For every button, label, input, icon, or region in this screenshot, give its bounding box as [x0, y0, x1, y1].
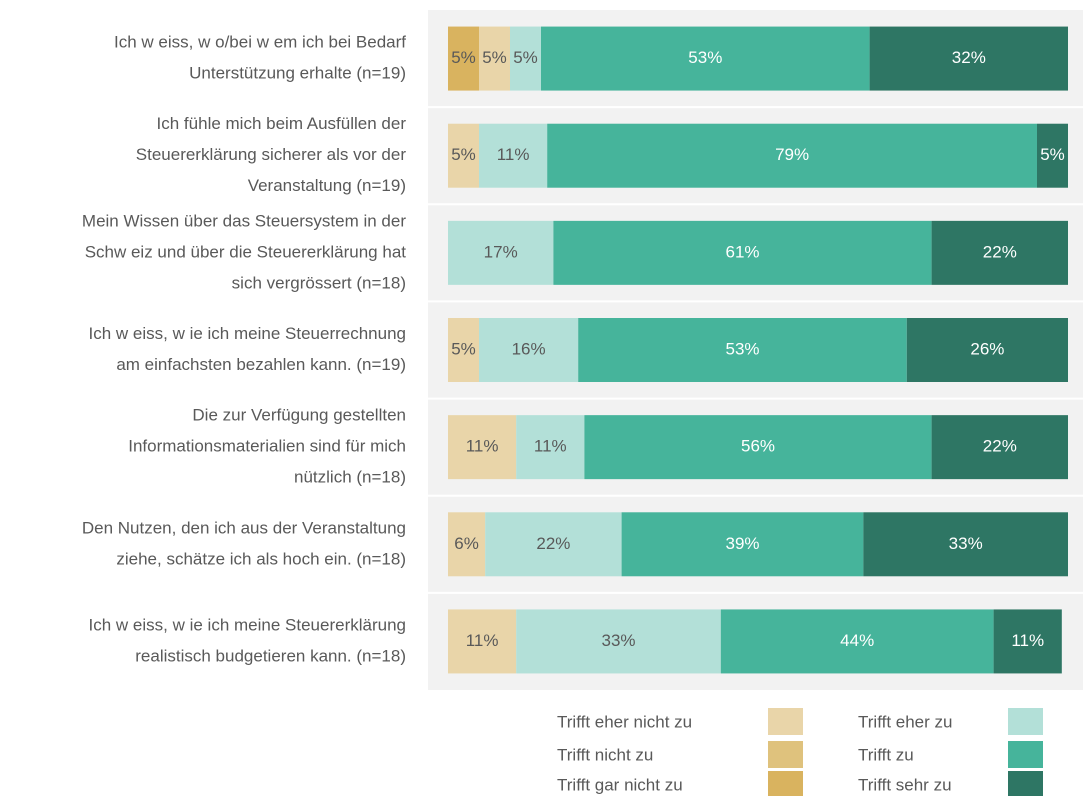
bar-segment	[584, 415, 932, 480]
value-label: 5%	[482, 48, 507, 67]
value-label: 11%	[1011, 631, 1044, 650]
category-label: ziehe, schätze ich als hoch ein. (n=18)	[116, 549, 406, 568]
category-label: nützlich (n=18)	[294, 468, 406, 487]
category-label: Ich fühle mich beim Ausfüllen der	[157, 114, 407, 133]
bar-segment	[448, 318, 479, 382]
bar-segment	[516, 609, 721, 674]
value-label: 33%	[949, 534, 983, 553]
bar-segment	[448, 26, 479, 91]
category-label: Schw eiz und über die Steuererklärung ha…	[85, 242, 407, 261]
category-label: realistisch budgetieren kann. (n=18)	[135, 646, 406, 665]
value-label: 16%	[512, 339, 546, 358]
value-label: 5%	[513, 48, 538, 67]
bar-segment	[448, 512, 486, 577]
category-label: Veranstaltung (n=19)	[248, 176, 406, 195]
bar-segment	[479, 123, 548, 188]
bar-segment	[931, 220, 1068, 285]
category-label: Ich w eiss, w o/bei w em ich bei Bedarf	[114, 33, 406, 52]
bar-segment	[869, 26, 1068, 91]
value-label: 53%	[688, 48, 722, 67]
legend-swatch	[1008, 771, 1043, 796]
category-label: am einfachsten bezahlen kann. (n=19)	[116, 355, 406, 374]
legend-label: Trifft sehr zu	[858, 775, 952, 794]
legend-swatch	[1008, 741, 1043, 768]
value-label: 39%	[725, 534, 759, 553]
bar-segment	[906, 318, 1068, 382]
bar-segment	[931, 415, 1068, 480]
bar-segment	[1037, 123, 1068, 188]
bar-segment	[448, 123, 479, 188]
value-label: 5%	[1040, 145, 1065, 164]
bar-segment	[479, 318, 579, 382]
bar-segment	[485, 512, 622, 577]
category-label: Den Nutzen, den ich aus der Veranstaltun…	[82, 518, 406, 537]
legend-swatch	[768, 708, 803, 735]
bar-segment	[448, 415, 517, 480]
bar-segment	[720, 609, 994, 674]
legend-label: Trifft gar nicht zu	[557, 775, 683, 794]
value-label: 5%	[451, 145, 476, 164]
category-label: Steuererklärung sicherer als vor der	[136, 145, 407, 164]
legend-swatch	[1008, 708, 1043, 735]
category-label: Informationsmaterialien sind für mich	[128, 437, 406, 456]
bar-segment	[510, 26, 541, 91]
category-label: sich vergrössert (n=18)	[232, 273, 406, 292]
legend-swatch	[768, 771, 803, 796]
bar-segment	[553, 220, 932, 285]
value-label: 79%	[775, 145, 809, 164]
legend-label: Trifft nicht zu	[557, 745, 653, 764]
value-label: 5%	[451, 48, 476, 67]
category-label: Ich w eiss, w ie ich meine Steuerrechnun…	[89, 324, 407, 343]
bar-segment	[516, 415, 585, 480]
value-label: 44%	[840, 631, 874, 650]
legend-label: Trifft zu	[858, 745, 914, 764]
value-label: 11%	[534, 437, 567, 456]
bar-segment	[479, 26, 510, 91]
value-label: 53%	[725, 339, 759, 358]
value-label: 5%	[451, 339, 476, 358]
category-label: Unterstützung erhalte (n=19)	[189, 64, 406, 83]
category-label: Ich w eiss, w ie ich meine Steuererkläru…	[89, 615, 406, 634]
bar-segment	[448, 220, 554, 285]
legend-swatch	[768, 741, 803, 768]
legend-label: Trifft eher zu	[858, 712, 952, 731]
bar-segment	[547, 123, 1037, 188]
legend-label: Trifft eher nicht zu	[557, 712, 692, 731]
value-label: 11%	[497, 145, 530, 164]
value-label: 22%	[536, 534, 570, 553]
value-label: 33%	[601, 631, 635, 650]
bar-segment	[448, 609, 517, 674]
value-label: 32%	[952, 48, 986, 67]
value-label: 11%	[466, 437, 499, 456]
value-label: 56%	[741, 437, 775, 456]
value-label: 22%	[983, 242, 1017, 261]
value-label: 11%	[466, 631, 499, 650]
bar-segment	[578, 318, 907, 382]
value-label: 17%	[484, 242, 518, 261]
category-label: Die zur Verfügung gestellten	[192, 406, 406, 425]
value-label: 26%	[970, 339, 1004, 358]
bar-segment	[541, 26, 870, 91]
value-label: 61%	[725, 242, 759, 261]
bar-segment	[621, 512, 864, 577]
value-label: 22%	[983, 437, 1017, 456]
value-label: 6%	[454, 534, 479, 553]
bar-segment	[993, 609, 1062, 674]
category-label: Mein Wissen über das Steuersystem in der	[82, 211, 406, 230]
bar-segment	[863, 512, 1068, 577]
